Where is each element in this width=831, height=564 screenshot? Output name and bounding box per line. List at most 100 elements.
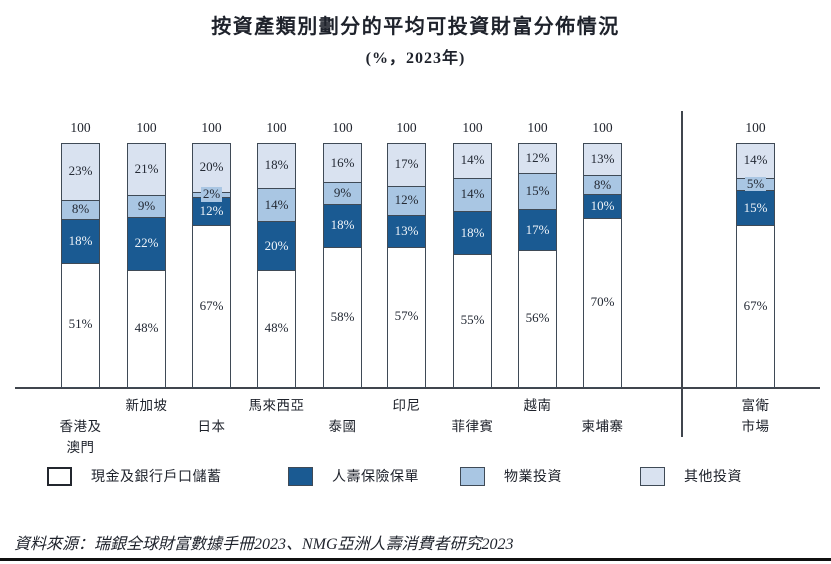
segment-value-label: 18% <box>262 157 291 174</box>
bar-total-label: 100 <box>266 120 287 135</box>
bar-segment-cash: 58% <box>324 247 361 386</box>
category-label-1: 香港及 澳門 <box>59 419 102 455</box>
bar-total-label: 100 <box>332 120 353 135</box>
bar-segment-life_insurance: 10% <box>584 194 621 219</box>
legend-item-life_insurance: 人壽保險保單 <box>288 464 419 488</box>
segment-value-label: 17% <box>392 156 421 173</box>
bottom-rule <box>0 558 831 561</box>
segment-value-label: 70% <box>588 294 617 311</box>
segment-value-label: 51% <box>66 316 95 333</box>
segment-value-label: 20% <box>262 237 291 254</box>
bar-segment-other: 21% <box>128 144 165 195</box>
stacked-bar-1: 23% 8% 18% 51% <box>61 143 100 388</box>
stacked-bar-2: 21% 9% 22% 48% <box>127 143 166 388</box>
bar-segment-property: 12% <box>388 185 425 215</box>
stacked-bar-3: 20% 2% 12% 67% <box>192 143 231 388</box>
bar-total-label: 100 <box>201 120 222 135</box>
segment-value-label: 14% <box>458 186 487 203</box>
segment-value-label: 5% <box>744 175 767 192</box>
segment-value-label: 10% <box>588 198 617 215</box>
segment-value-label: 9% <box>331 185 354 202</box>
legend-label-cash: 現金及銀行戶口儲蓄 <box>91 470 222 485</box>
segment-value-label: 67% <box>741 297 770 314</box>
bar-segment-property: 9% <box>128 194 165 217</box>
bar-total-label: 100 <box>745 120 766 135</box>
bar-segment-life_insurance: 20% <box>258 221 295 270</box>
segment-value-label: 22% <box>132 235 161 252</box>
x-axis-line <box>15 387 820 389</box>
stacked-bar-7: 14% 14% 18% 55% <box>453 143 492 388</box>
segment-value-label: 18% <box>66 232 95 249</box>
chart-title: 按資產類別劃分的平均可投資財富分佈情況 <box>211 16 620 38</box>
segment-value-label: 56% <box>523 310 552 327</box>
bar-segment-property: 14% <box>258 187 295 222</box>
stacked-bar-8: 12% 15% 17% 56% <box>518 143 557 388</box>
legend-swatch-property <box>460 466 485 486</box>
bar-segment-life_insurance: 18% <box>454 211 491 255</box>
bar-segment-other: 14% <box>737 144 774 178</box>
category-label-5: 泰國 <box>328 419 357 434</box>
category-label-9: 柬埔寨 <box>581 419 624 434</box>
bar-segment-property: 8% <box>62 199 99 220</box>
bar-segment-other: 23% <box>62 144 99 200</box>
segment-value-label: 8% <box>69 201 92 218</box>
stacked-bar-4: 18% 14% 20% 48% <box>257 143 296 388</box>
bar-segment-property: 15% <box>519 173 556 210</box>
bar-segment-life_insurance: 17% <box>519 209 556 251</box>
segment-value-label: 15% <box>523 183 552 200</box>
category-label-8: 越南 <box>523 398 552 413</box>
category-label-7: 菲律賓 <box>451 419 494 434</box>
segment-value-label: 48% <box>132 319 161 336</box>
chart-subtitle: (%，2023年) <box>365 50 466 67</box>
legend-swatch-cash <box>47 466 72 486</box>
bar-total-label: 100 <box>70 120 91 135</box>
legend-item-other: 其他投資 <box>640 464 742 488</box>
legend-swatch-other <box>640 466 665 486</box>
bar-total-label: 100 <box>462 120 483 135</box>
bar-segment-life_insurance: 15% <box>737 189 774 226</box>
bar-segment-property: 2% <box>193 186 230 203</box>
segment-value-label: 48% <box>262 319 291 336</box>
segment-value-label: 8% <box>591 176 614 193</box>
segment-value-label: 21% <box>132 160 161 177</box>
bar-segment-life_insurance: 18% <box>62 219 99 263</box>
segment-value-label: 13% <box>588 151 617 168</box>
bar-segment-cash: 67% <box>193 225 230 386</box>
segment-value-label: 23% <box>66 163 95 180</box>
segment-value-label: 57% <box>392 308 421 325</box>
segment-value-label: 14% <box>741 152 770 169</box>
legend-item-cash: 現金及銀行戶口儲蓄 <box>47 464 222 488</box>
bar-total-label: 100 <box>136 120 157 135</box>
segment-value-label: 2% <box>200 186 223 203</box>
legend-label-life_insurance: 人壽保險保單 <box>332 470 419 485</box>
segment-value-label: 12% <box>523 150 552 166</box>
bar-segment-property: 9% <box>324 182 361 204</box>
legend-swatch-life_insurance <box>288 466 313 486</box>
chart-area: 100 23% 8% 18% 51% 香港及 澳門 100 21% 9% 22% 48% 新加坡 100 2… <box>15 111 820 455</box>
segment-value-label: 18% <box>458 224 487 241</box>
source-note: 資料來源：瑞銀全球財富數據手冊2023、NMG亞洲人壽消費者研究2023 <box>14 536 514 553</box>
segment-value-label: 14% <box>458 152 487 169</box>
stacked-bar-9: 13% 8% 10% 70% <box>583 143 622 388</box>
stacked-bar-6: 17% 12% 13% 57% <box>387 143 426 388</box>
category-label-6: 印尼 <box>392 398 421 413</box>
bar-total-label: 100 <box>396 120 417 135</box>
bar-segment-life_insurance: 18% <box>324 203 361 248</box>
category-label-4: 馬來西亞 <box>248 398 305 413</box>
legend-label-property: 物業投資 <box>504 470 562 485</box>
legend: 現金及銀行戶口儲蓄 人壽保險保單 物業投資 其他投資 <box>0 464 831 490</box>
segment-value-label: 17% <box>523 221 552 238</box>
legend-label-other: 其他投資 <box>684 470 742 485</box>
segment-value-label: 67% <box>197 297 226 314</box>
segment-value-label: 12% <box>197 203 226 220</box>
bar-segment-life_insurance: 13% <box>388 214 425 247</box>
legend-item-property: 物業投資 <box>460 464 562 488</box>
bar-segment-cash: 57% <box>388 246 425 386</box>
category-label-3: 日本 <box>197 419 226 434</box>
category-label-2: 新加坡 <box>125 398 168 413</box>
category-label-10: 富衛 市場 <box>741 398 770 434</box>
bar-segment-cash: 67% <box>737 225 774 386</box>
bar-segment-other: 13% <box>584 144 621 176</box>
bar-segment-cash: 51% <box>62 262 99 386</box>
